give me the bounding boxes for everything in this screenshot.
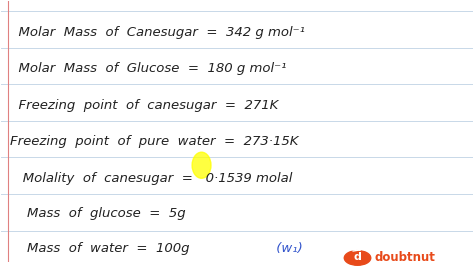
Text: Mass  of  water  =  100g: Mass of water = 100g: [10, 242, 190, 255]
Text: Freezing  point  of  canesugar  =  271K: Freezing point of canesugar = 271K: [10, 99, 279, 112]
Text: d: d: [354, 252, 362, 262]
Text: Molality  of  canesugar  =   0·1539 molal: Molality of canesugar = 0·1539 molal: [10, 172, 292, 185]
Circle shape: [344, 251, 371, 265]
Text: Molar  Mass  of  Canesugar  =  342 g mol⁻¹: Molar Mass of Canesugar = 342 g mol⁻¹: [10, 26, 305, 39]
Text: Molar  Mass  of  Glucose  =  180 g mol⁻¹: Molar Mass of Glucose = 180 g mol⁻¹: [10, 62, 287, 75]
Text: doubtnut: doubtnut: [374, 251, 435, 264]
Text: (w₁): (w₁): [273, 242, 303, 255]
Ellipse shape: [192, 152, 211, 178]
Text: Mass  of  glucose  =  5g: Mass of glucose = 5g: [10, 207, 186, 220]
Text: Freezing  point  of  pure  water  =  273·15K: Freezing point of pure water = 273·15K: [10, 135, 299, 148]
